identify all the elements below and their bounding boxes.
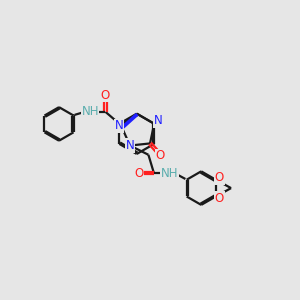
Text: N: N bbox=[115, 119, 123, 132]
Text: N: N bbox=[154, 114, 162, 127]
Text: O: O bbox=[156, 149, 165, 162]
Text: O: O bbox=[101, 89, 110, 102]
Text: O: O bbox=[215, 171, 224, 184]
Text: NH: NH bbox=[81, 105, 99, 119]
Text: O: O bbox=[215, 192, 224, 205]
Text: NH: NH bbox=[160, 167, 178, 180]
Text: O: O bbox=[134, 167, 143, 180]
Text: N: N bbox=[126, 139, 134, 152]
